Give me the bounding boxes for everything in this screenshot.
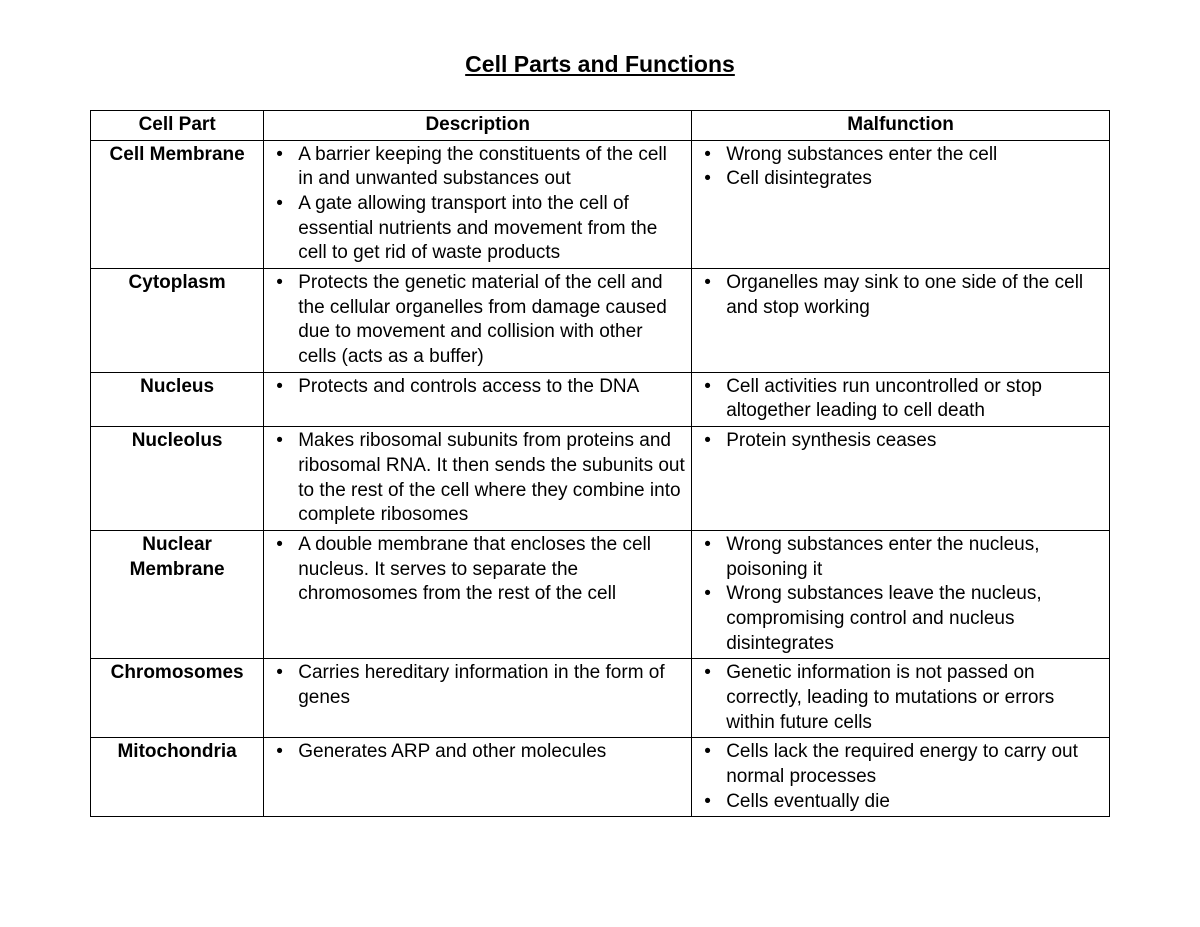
cell-part-name: Nuclear Membrane bbox=[91, 530, 264, 658]
page-title: Cell Parts and Functions bbox=[90, 50, 1110, 80]
table-row: NucleusProtects and controls access to t… bbox=[91, 372, 1110, 426]
malfunction-list: Wrong substances enter the cellCell disi… bbox=[698, 143, 1103, 192]
description-list: Makes ribosomal subunits from proteins a… bbox=[270, 429, 685, 528]
cell-part-name: Cytoplasm bbox=[91, 269, 264, 373]
list-item: Cells eventually die bbox=[698, 790, 1103, 815]
list-item: Organelles may sink to one side of the c… bbox=[698, 271, 1103, 320]
cell-description: Generates ARP and other molecules bbox=[264, 738, 692, 817]
table-header-row: Cell Part Description Malfunction bbox=[91, 110, 1110, 140]
malfunction-list: Protein synthesis ceases bbox=[698, 429, 1103, 454]
description-list: A barrier keeping the constituents of th… bbox=[270, 143, 685, 266]
header-cell-description: Description bbox=[264, 110, 692, 140]
cell-malfunction: Cell activities run uncontrolled or stop… bbox=[692, 372, 1110, 426]
list-item: Makes ribosomal subunits from proteins a… bbox=[270, 429, 685, 528]
malfunction-list: Cell activities run uncontrolled or stop… bbox=[698, 375, 1103, 424]
cell-part-name: Mitochondria bbox=[91, 738, 264, 817]
cell-malfunction: Protein synthesis ceases bbox=[692, 427, 1110, 531]
list-item: Cell disintegrates bbox=[698, 167, 1103, 192]
cell-malfunction: Wrong substances enter the cellCell disi… bbox=[692, 140, 1110, 268]
description-list: Protects the genetic material of the cel… bbox=[270, 271, 685, 370]
table-row: Cell MembraneA barrier keeping the const… bbox=[91, 140, 1110, 268]
list-item: Generates ARP and other molecules bbox=[270, 740, 685, 765]
list-item: Wrong substances enter the nucleus, pois… bbox=[698, 533, 1103, 582]
cell-part-name: Nucleolus bbox=[91, 427, 264, 531]
list-item: Cells lack the required energy to carry … bbox=[698, 740, 1103, 789]
description-list: A double membrane that encloses the cell… bbox=[270, 533, 685, 607]
cell-part-name: Nucleus bbox=[91, 372, 264, 426]
cell-part-name: Chromosomes bbox=[91, 659, 264, 738]
cell-malfunction: Genetic information is not passed on cor… bbox=[692, 659, 1110, 738]
malfunction-list: Cells lack the required energy to carry … bbox=[698, 740, 1103, 814]
malfunction-list: Organelles may sink to one side of the c… bbox=[698, 271, 1103, 320]
table-row: NucleolusMakes ribosomal subunits from p… bbox=[91, 427, 1110, 531]
list-item: Carries hereditary information in the fo… bbox=[270, 661, 685, 710]
cell-parts-table: Cell Part Description Malfunction Cell M… bbox=[90, 110, 1110, 818]
cell-description: A double membrane that encloses the cell… bbox=[264, 530, 692, 658]
cell-description: Carries hereditary information in the fo… bbox=[264, 659, 692, 738]
list-item: Genetic information is not passed on cor… bbox=[698, 661, 1103, 735]
list-item: Protects and controls access to the DNA bbox=[270, 375, 685, 400]
table-body: Cell MembraneA barrier keeping the const… bbox=[91, 140, 1110, 817]
cell-malfunction: Wrong substances enter the nucleus, pois… bbox=[692, 530, 1110, 658]
cell-malfunction: Cells lack the required energy to carry … bbox=[692, 738, 1110, 817]
cell-part-name: Cell Membrane bbox=[91, 140, 264, 268]
list-item: A barrier keeping the constituents of th… bbox=[270, 143, 685, 192]
cell-malfunction: Organelles may sink to one side of the c… bbox=[692, 269, 1110, 373]
malfunction-list: Genetic information is not passed on cor… bbox=[698, 661, 1103, 735]
description-list: Carries hereditary information in the fo… bbox=[270, 661, 685, 710]
cell-description: A barrier keeping the constituents of th… bbox=[264, 140, 692, 268]
list-item: Wrong substances leave the nucleus, comp… bbox=[698, 582, 1103, 656]
list-item: A gate allowing transport into the cell … bbox=[270, 192, 685, 266]
table-row: MitochondriaGenerates ARP and other mole… bbox=[91, 738, 1110, 817]
list-item: Wrong substances enter the cell bbox=[698, 143, 1103, 168]
table-row: CytoplasmProtects the genetic material o… bbox=[91, 269, 1110, 373]
list-item: A double membrane that encloses the cell… bbox=[270, 533, 685, 607]
table-row: Nuclear MembraneA double membrane that e… bbox=[91, 530, 1110, 658]
table-row: ChromosomesCarries hereditary informatio… bbox=[91, 659, 1110, 738]
description-list: Generates ARP and other molecules bbox=[270, 740, 685, 765]
description-list: Protects and controls access to the DNA bbox=[270, 375, 685, 400]
cell-description: Protects and controls access to the DNA bbox=[264, 372, 692, 426]
list-item: Cell activities run uncontrolled or stop… bbox=[698, 375, 1103, 424]
list-item: Protects the genetic material of the cel… bbox=[270, 271, 685, 370]
cell-description: Protects the genetic material of the cel… bbox=[264, 269, 692, 373]
header-cell-malfunction: Malfunction bbox=[692, 110, 1110, 140]
list-item: Protein synthesis ceases bbox=[698, 429, 1103, 454]
malfunction-list: Wrong substances enter the nucleus, pois… bbox=[698, 533, 1103, 656]
cell-description: Makes ribosomal subunits from proteins a… bbox=[264, 427, 692, 531]
header-cell-part: Cell Part bbox=[91, 110, 264, 140]
